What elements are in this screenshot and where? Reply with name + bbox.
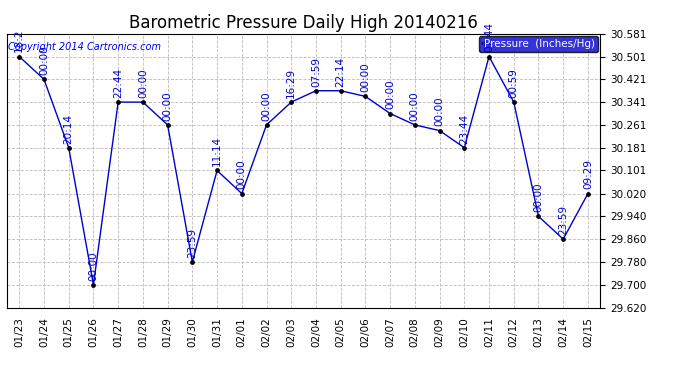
Point bbox=[434, 128, 445, 134]
Text: 00:00: 00:00 bbox=[385, 80, 395, 110]
Point bbox=[310, 88, 322, 94]
Point bbox=[533, 213, 544, 219]
Text: 00:00: 00:00 bbox=[435, 97, 444, 126]
Point bbox=[112, 99, 124, 105]
Text: 20:14: 20:14 bbox=[63, 114, 74, 144]
Point bbox=[261, 122, 272, 128]
Point bbox=[88, 282, 99, 288]
Text: 00:00: 00:00 bbox=[138, 68, 148, 98]
Point bbox=[335, 88, 346, 94]
Text: 22:44: 22:44 bbox=[113, 68, 123, 98]
Point bbox=[459, 145, 470, 151]
Text: 00:00: 00:00 bbox=[39, 45, 49, 75]
Point bbox=[39, 76, 50, 82]
Point bbox=[582, 190, 593, 196]
Text: 23:59: 23:59 bbox=[188, 228, 197, 258]
Point bbox=[384, 111, 395, 117]
Text: 00:00: 00:00 bbox=[262, 91, 271, 121]
Text: 00:59: 00:59 bbox=[509, 68, 519, 98]
Text: 11:14: 11:14 bbox=[212, 136, 222, 166]
Text: Copyright 2014 Cartronics.com: Copyright 2014 Cartronics.com bbox=[8, 42, 161, 52]
Point bbox=[162, 122, 173, 128]
Point bbox=[558, 236, 569, 242]
Text: 00:00: 00:00 bbox=[533, 183, 544, 212]
Text: 00:00: 00:00 bbox=[88, 251, 99, 280]
Text: 18:2: 18:2 bbox=[14, 29, 24, 53]
Point bbox=[63, 145, 75, 151]
Point bbox=[509, 99, 520, 105]
Text: 07:59: 07:59 bbox=[311, 57, 321, 87]
Point bbox=[14, 54, 25, 60]
Point bbox=[286, 99, 297, 105]
Text: 09:29: 09:29 bbox=[583, 159, 593, 189]
Text: 16:29: 16:29 bbox=[286, 68, 296, 98]
Text: 23:44: 23:44 bbox=[460, 113, 469, 144]
Point bbox=[212, 168, 223, 174]
Point bbox=[409, 122, 420, 128]
Point bbox=[360, 93, 371, 99]
Point bbox=[137, 99, 148, 105]
Text: 00:00: 00:00 bbox=[237, 160, 247, 189]
Text: 00:00: 00:00 bbox=[410, 91, 420, 121]
Point bbox=[236, 190, 247, 196]
Text: 00:00: 00:00 bbox=[360, 63, 371, 92]
Point bbox=[187, 259, 198, 265]
Text: 23:59: 23:59 bbox=[558, 205, 568, 235]
Text: 00:00: 00:00 bbox=[163, 91, 172, 121]
Legend: Pressure  (Inches/Hg): Pressure (Inches/Hg) bbox=[479, 36, 598, 52]
Point bbox=[484, 54, 495, 60]
Title: Barometric Pressure Daily High 20140216: Barometric Pressure Daily High 20140216 bbox=[129, 14, 478, 32]
Text: 22:14: 22:14 bbox=[336, 56, 346, 87]
Text: 07:44: 07:44 bbox=[484, 22, 494, 53]
